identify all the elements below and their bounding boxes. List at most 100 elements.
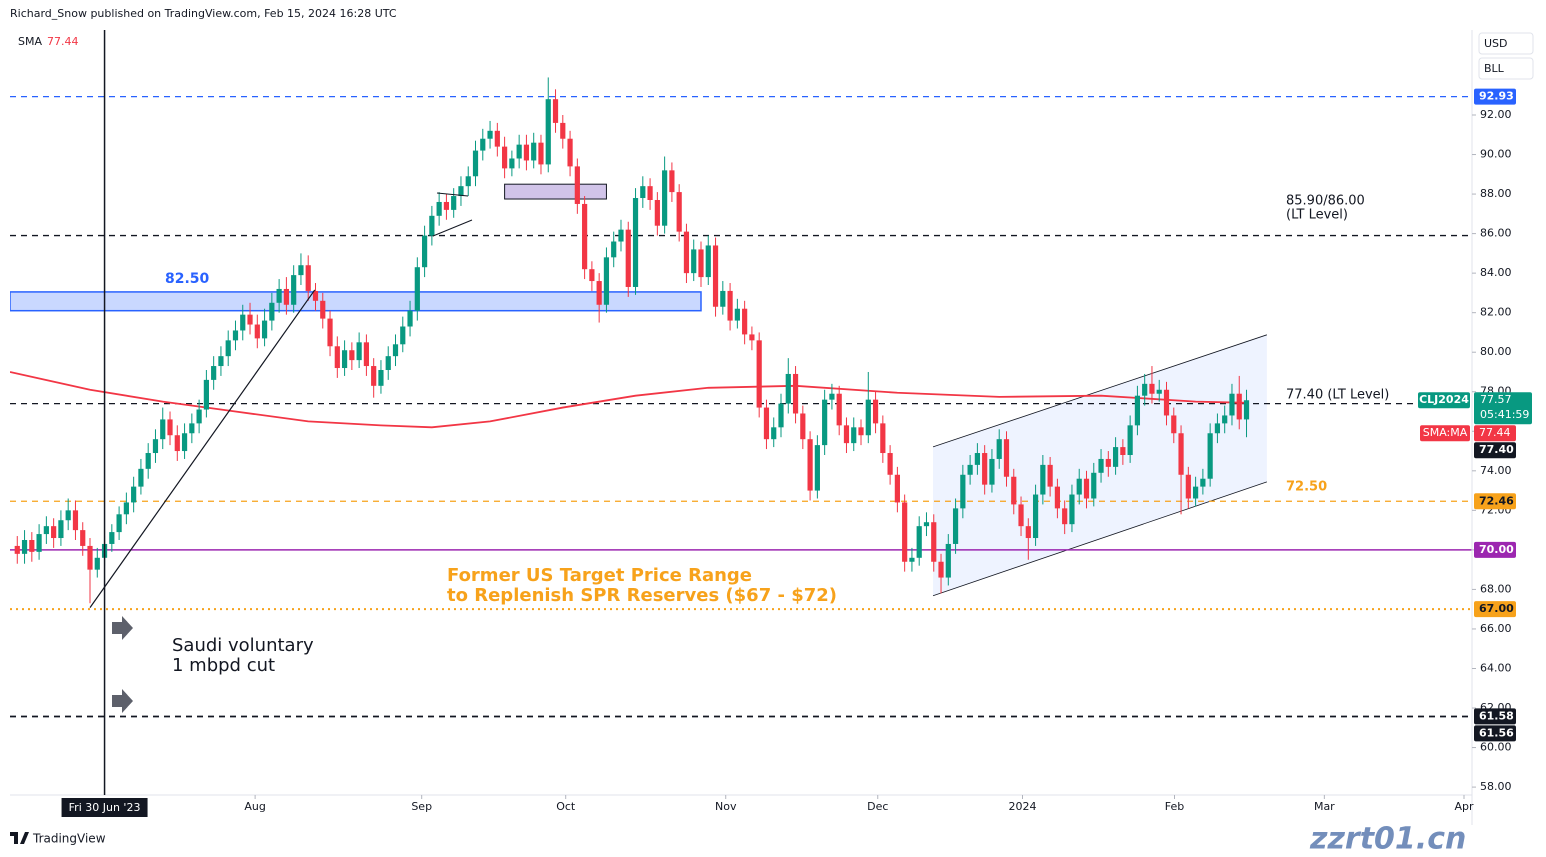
candle-body (683, 231, 690, 274)
candle-body (734, 308, 740, 321)
candle-body (894, 474, 900, 503)
logo (10, 832, 29, 844)
candle-body (1047, 464, 1053, 487)
price-tag (1474, 725, 1516, 742)
candle-body (800, 413, 806, 440)
candle-body (676, 192, 682, 232)
candle-body (698, 249, 704, 278)
channel-line (932, 334, 1268, 448)
candle-body (131, 486, 137, 503)
candle-body (952, 508, 959, 544)
candle-body (509, 158, 515, 169)
candle-body (712, 245, 719, 307)
candle-body (356, 342, 362, 361)
y-tick-label: 64.00 (1480, 661, 1512, 674)
candle-body (1178, 433, 1184, 475)
annotation: (LT Level) (1286, 208, 1348, 223)
candle-body (480, 138, 486, 151)
candle-body (902, 502, 908, 562)
candle-body (240, 314, 246, 331)
candle-body (1236, 393, 1242, 420)
candle-body (43, 526, 49, 535)
candle-body (1207, 433, 1213, 479)
candle-body (502, 146, 508, 169)
candle-body (392, 344, 399, 357)
candle-body (560, 122, 566, 139)
candle-body (276, 288, 282, 303)
candle-body (400, 326, 406, 345)
candle-body (552, 99, 559, 123)
candle-body (1091, 472, 1097, 499)
unit-button[interactable] (1478, 57, 1534, 80)
candle-body (1062, 508, 1068, 525)
candle-body (640, 186, 646, 199)
candle-body (283, 288, 289, 305)
candle-body (996, 439, 1002, 459)
candle-body (880, 423, 886, 454)
candle-body (851, 427, 857, 444)
candle-body (1200, 478, 1206, 487)
x-tick-label: Sep (411, 800, 432, 813)
candle-body (1185, 474, 1191, 499)
indicator-name: SMA (18, 35, 42, 48)
candle-body (305, 265, 311, 291)
annotation: 85.90/86.00 (1286, 194, 1365, 209)
countdown: 05:41:59 (1480, 408, 1529, 421)
candle-body (618, 229, 624, 242)
candle-body (756, 340, 762, 408)
candle-body (196, 409, 202, 424)
pattern-line (436, 192, 469, 197)
candle-body (865, 399, 871, 436)
y-tick-label: 80.00 (1480, 345, 1512, 358)
currency-button[interactable] (1478, 32, 1534, 55)
price-tag (1474, 601, 1516, 618)
candle-body (1003, 439, 1010, 477)
price-tag-label: 67.00 (1479, 602, 1514, 615)
candle-body (531, 142, 537, 161)
candle-body (814, 445, 820, 491)
y-tick-label: 88.00 (1480, 187, 1512, 200)
candle-body (662, 170, 668, 226)
candle-body (1054, 486, 1061, 509)
arrow-icon (112, 689, 133, 713)
candle-body (341, 350, 348, 369)
y-tick-label: 68.00 (1480, 582, 1512, 595)
crosshair-label: Fri 30 Jun '23 (69, 801, 141, 814)
x-tick-label: Apr (1454, 800, 1474, 813)
candle-body (1120, 447, 1126, 455)
zone-label: 82.50 (165, 271, 210, 287)
candle-body (960, 474, 966, 509)
candle-body (1069, 494, 1075, 525)
candle-body (465, 176, 471, 187)
candle-body (843, 425, 850, 444)
candle-body (1011, 476, 1017, 505)
candle-body (451, 196, 457, 210)
candle-body (829, 393, 835, 400)
price-tag (1474, 392, 1532, 425)
candle-body (538, 142, 544, 165)
candle-body (363, 342, 370, 367)
candle-body (771, 427, 777, 440)
candle-body (909, 557, 915, 562)
candle-body (1229, 393, 1235, 416)
candle-body (567, 138, 573, 167)
candle-body (603, 257, 610, 305)
box (504, 183, 607, 200)
candle-body (807, 439, 813, 491)
candle-body (625, 229, 631, 287)
x-tick-label: Feb (1165, 800, 1184, 813)
byline: Richard_Snow published on TradingView.co… (10, 7, 397, 20)
candle-body (58, 520, 64, 539)
candle-body (94, 557, 100, 570)
candle-body (516, 144, 522, 159)
candle-body (720, 290, 726, 307)
annotation: to Replenish SPR Reserves ($67 - $72) (447, 585, 837, 606)
candle-body (1105, 458, 1111, 467)
candle-body (1193, 486, 1199, 499)
indicator-value: 77.44 (47, 35, 79, 48)
candle-body (349, 350, 355, 361)
plot-area (10, 77, 1472, 718)
candle-body (407, 310, 413, 327)
x-tick-label: Oct (556, 800, 576, 813)
